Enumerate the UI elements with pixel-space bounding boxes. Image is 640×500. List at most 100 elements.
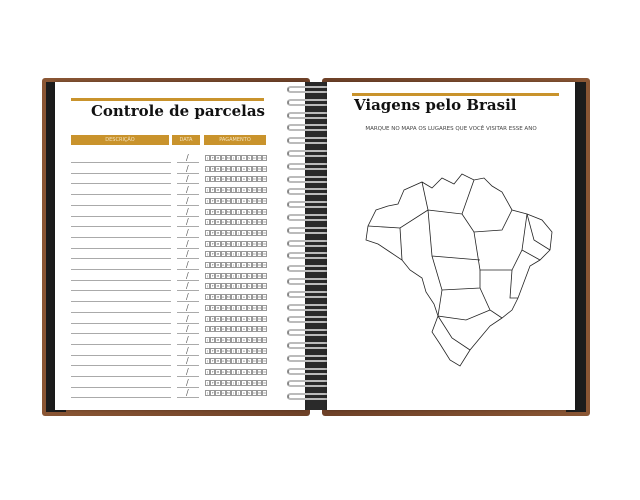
- month-box: J: [236, 155, 242, 161]
- month-box: J: [205, 347, 211, 354]
- month-box: S: [246, 294, 252, 301]
- month-box: D: [262, 294, 268, 301]
- month-box: J: [205, 294, 211, 301]
- date-line: [177, 215, 199, 217]
- month-box: A: [241, 294, 247, 301]
- month-box: J: [236, 358, 242, 365]
- month-box: N: [256, 229, 263, 236]
- month-box: J: [230, 326, 237, 333]
- month-box: F: [210, 315, 216, 322]
- month-box: A: [220, 187, 226, 194]
- table-row: / J F M A M J J A S O N D: [71, 153, 271, 164]
- month-box: J: [230, 251, 237, 258]
- month-box: F: [210, 294, 216, 301]
- brazil-outline: [365, 173, 553, 367]
- month-box: J: [236, 262, 242, 268]
- month-box: S: [246, 315, 252, 322]
- month-box: S: [246, 187, 252, 194]
- description-line: [71, 236, 171, 238]
- month-box: S: [246, 283, 252, 290]
- month-box: J: [230, 165, 237, 172]
- month-box: J: [205, 315, 211, 322]
- date-line: [177, 162, 199, 163]
- month-box: M: [215, 229, 221, 236]
- month-box: A: [220, 176, 226, 183]
- month-box: D: [262, 326, 268, 333]
- month-box: J: [230, 272, 237, 279]
- month-box: J: [230, 187, 237, 194]
- month-box: M: [225, 240, 231, 247]
- month-box: D: [262, 187, 268, 194]
- date-separator: /: [186, 356, 189, 366]
- month-box: J: [236, 304, 242, 311]
- month-box: M: [225, 251, 231, 258]
- month-box: F: [210, 187, 216, 194]
- date-separator: /: [186, 260, 189, 269]
- description-line: [71, 247, 171, 249]
- month-box: J: [205, 283, 211, 290]
- month-box: A: [220, 165, 226, 172]
- month-box: J: [205, 304, 211, 311]
- month-box: A: [241, 165, 247, 172]
- month-box: O: [251, 219, 257, 226]
- description-line: [71, 354, 171, 356]
- month-box: J: [236, 240, 242, 247]
- month-box: F: [210, 283, 216, 290]
- table-row: / J F M A M J J A S O N D: [71, 249, 271, 260]
- month-box: N: [256, 208, 263, 215]
- month-box: F: [210, 262, 216, 268]
- month-box: A: [220, 251, 226, 258]
- month-box: N: [256, 390, 263, 397]
- month-box: A: [241, 390, 247, 397]
- month-box: J: [236, 315, 242, 322]
- month-box: F: [210, 219, 216, 226]
- month-box: D: [262, 315, 268, 322]
- month-box: A: [241, 315, 247, 322]
- month-box: A: [220, 219, 226, 226]
- month-box: N: [256, 294, 263, 301]
- date-line: [177, 376, 199, 377]
- month-box: M: [225, 369, 231, 375]
- month-box: M: [215, 379, 221, 386]
- date-line: [177, 365, 199, 367]
- month-box: S: [246, 197, 252, 204]
- month-box: A: [241, 283, 247, 290]
- month-box: D: [262, 272, 268, 279]
- month-box: J: [236, 283, 242, 290]
- month-box: A: [241, 251, 247, 258]
- month-box: J: [236, 272, 242, 279]
- date-separator: /: [186, 313, 189, 323]
- month-box: J: [230, 262, 237, 268]
- month-box: A: [220, 390, 226, 397]
- month-box: J: [205, 165, 211, 172]
- date-separator: /: [186, 377, 189, 387]
- date-line: [177, 290, 199, 292]
- month-box: N: [256, 358, 263, 365]
- date-line: [177, 343, 199, 345]
- month-box: O: [251, 336, 257, 343]
- table-row: / J F M A M J J A S O N D: [71, 207, 271, 218]
- table-row: / J F M A M J J A S O N D: [71, 292, 271, 303]
- month-box: A: [220, 369, 226, 375]
- month-box: D: [262, 155, 268, 161]
- left-page: Controle de parcelas DESCRIÇÃO DATA PAGA…: [55, 82, 305, 410]
- date-line: [177, 397, 199, 399]
- month-box: N: [256, 219, 263, 226]
- month-box: A: [220, 347, 226, 354]
- accent-bar: [352, 93, 559, 96]
- month-box: A: [241, 187, 247, 194]
- month-box: M: [215, 283, 221, 290]
- table-row: / J F M A M J J A S O N D: [71, 377, 271, 389]
- table-row: / J F M A M J J A S O N D: [71, 388, 271, 399]
- table-row: / J F M A M J J A S O N D: [71, 303, 271, 314]
- month-box: M: [225, 315, 231, 322]
- description-line: [71, 290, 171, 292]
- date-separator: /: [186, 217, 189, 227]
- month-box: N: [256, 262, 263, 268]
- month-box: A: [241, 229, 247, 236]
- month-box: D: [262, 176, 268, 183]
